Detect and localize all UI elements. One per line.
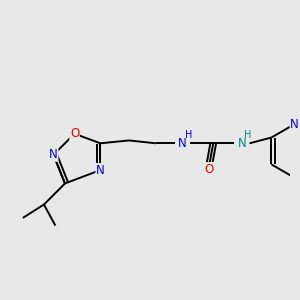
Text: H: H xyxy=(185,130,192,140)
Text: N: N xyxy=(49,148,58,161)
Text: N: N xyxy=(238,137,246,150)
Text: N: N xyxy=(178,137,187,150)
Text: H: H xyxy=(244,130,251,140)
Text: O: O xyxy=(70,127,79,140)
Text: O: O xyxy=(205,163,214,176)
Text: N: N xyxy=(290,118,299,131)
Text: N: N xyxy=(96,164,105,177)
